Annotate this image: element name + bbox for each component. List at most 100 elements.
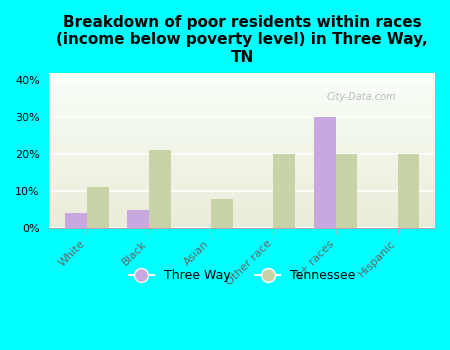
Bar: [50, 193, 435, 194]
Bar: [336, 154, 357, 228]
Bar: [50, 93, 435, 95]
Bar: [50, 130, 435, 132]
Bar: [50, 105, 435, 107]
Bar: [50, 200, 435, 202]
Bar: [50, 177, 435, 178]
Bar: [50, 87, 435, 89]
Bar: [50, 194, 435, 196]
Bar: [50, 180, 435, 182]
Bar: [50, 186, 435, 188]
Bar: [50, 222, 435, 223]
Bar: [50, 90, 435, 92]
Bar: [50, 203, 435, 205]
Bar: [50, 152, 435, 154]
Bar: [50, 226, 435, 228]
Bar: [50, 196, 435, 197]
Bar: [50, 119, 435, 121]
Bar: [50, 172, 435, 174]
Bar: [50, 96, 435, 98]
Bar: [50, 155, 435, 157]
Bar: [50, 104, 435, 105]
Bar: [50, 188, 435, 189]
Bar: [50, 143, 435, 144]
Bar: [50, 169, 435, 171]
Bar: [50, 76, 435, 78]
Bar: [50, 127, 435, 129]
Bar: [50, 197, 435, 198]
Bar: [50, 191, 435, 192]
Bar: [50, 164, 435, 166]
Bar: [50, 101, 435, 103]
Bar: [50, 216, 435, 217]
Bar: [314, 117, 336, 228]
Bar: [50, 98, 435, 99]
Bar: [50, 147, 435, 149]
Bar: [50, 133, 435, 135]
Bar: [50, 157, 435, 158]
Bar: [50, 206, 435, 208]
Bar: [50, 82, 435, 84]
Bar: [65, 213, 87, 228]
Bar: [50, 144, 435, 146]
Bar: [50, 149, 435, 150]
Bar: [50, 94, 435, 96]
Bar: [50, 80, 435, 82]
Bar: [50, 212, 435, 214]
Bar: [50, 107, 435, 108]
Text: City-Data.com: City-Data.com: [327, 92, 397, 102]
Bar: [50, 189, 435, 191]
Bar: [50, 103, 435, 104]
Bar: [50, 209, 435, 211]
Bar: [50, 116, 435, 118]
Legend: Three Way, Tennessee: Three Way, Tennessee: [124, 264, 361, 287]
Title: Breakdown of poor residents within races
(income below poverty level) in Three W: Breakdown of poor residents within races…: [56, 15, 428, 65]
Bar: [50, 138, 435, 140]
Bar: [50, 184, 435, 186]
Bar: [50, 85, 435, 87]
Bar: [127, 210, 149, 228]
Bar: [50, 135, 435, 136]
Bar: [50, 140, 435, 141]
Bar: [50, 202, 435, 203]
Bar: [50, 171, 435, 172]
Bar: [50, 132, 435, 133]
Bar: [87, 188, 108, 228]
Bar: [50, 89, 435, 90]
Bar: [50, 126, 435, 127]
Bar: [50, 205, 435, 206]
Bar: [50, 121, 435, 122]
Bar: [50, 178, 435, 180]
Bar: [273, 154, 295, 228]
Bar: [50, 183, 435, 184]
Bar: [50, 161, 435, 163]
Bar: [50, 208, 435, 209]
Bar: [211, 198, 233, 228]
Bar: [50, 182, 435, 183]
Bar: [50, 174, 435, 175]
Bar: [50, 146, 435, 147]
Bar: [50, 198, 435, 200]
Bar: [50, 160, 435, 161]
Bar: [50, 141, 435, 143]
Bar: [50, 223, 435, 225]
Bar: [50, 220, 435, 222]
Bar: [50, 154, 435, 155]
Bar: [50, 166, 435, 168]
Bar: [50, 150, 435, 152]
Bar: [50, 122, 435, 124]
Bar: [50, 118, 435, 119]
Bar: [50, 75, 435, 76]
Bar: [50, 108, 435, 110]
Bar: [50, 219, 435, 220]
Bar: [50, 168, 435, 169]
Bar: [50, 124, 435, 126]
Bar: [50, 99, 435, 101]
Bar: [50, 113, 435, 115]
Bar: [50, 129, 435, 130]
Bar: [50, 214, 435, 216]
Bar: [50, 110, 435, 112]
Bar: [50, 92, 435, 93]
Bar: [50, 163, 435, 164]
Bar: [398, 154, 419, 228]
Bar: [50, 225, 435, 226]
